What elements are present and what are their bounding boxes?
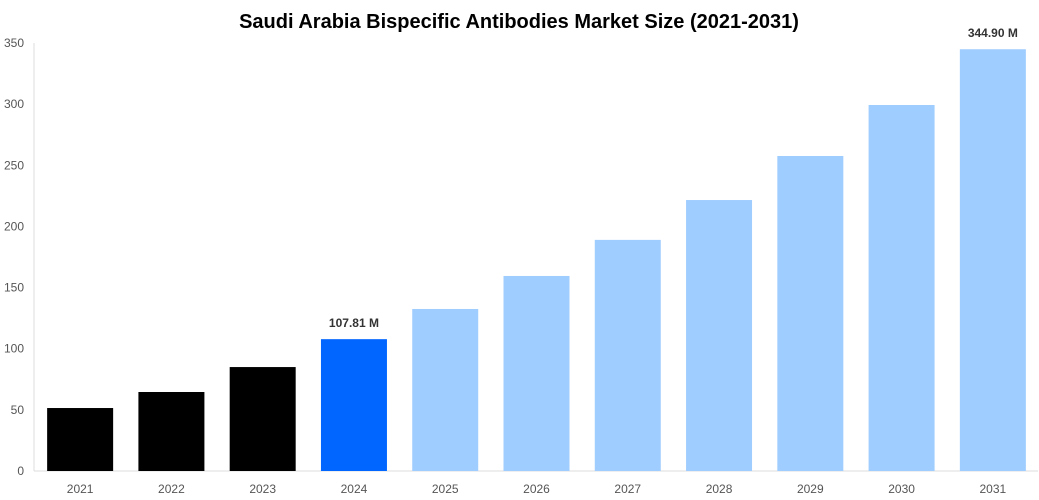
x-tick-label: 2022 bbox=[158, 482, 185, 496]
x-tick-label: 2031 bbox=[980, 482, 1007, 496]
y-tick-label: 150 bbox=[4, 281, 24, 295]
bar-2026 bbox=[503, 275, 570, 471]
y-tick-label: 0 bbox=[17, 464, 24, 478]
y-tick-label: 250 bbox=[4, 158, 24, 172]
bar-2024 bbox=[320, 339, 387, 471]
x-tick-label: 2029 bbox=[797, 482, 824, 496]
data-label: 107.81 M bbox=[329, 316, 379, 330]
bars: 107.81 M 344.90 M bbox=[47, 26, 1026, 472]
bar-2023 bbox=[229, 367, 296, 471]
bar-2021 bbox=[47, 408, 114, 471]
x-tick-label: 2027 bbox=[614, 482, 641, 496]
x-tick-label: 2028 bbox=[706, 482, 733, 496]
bar-2031 bbox=[959, 49, 1026, 471]
bar-2029 bbox=[777, 155, 844, 471]
data-label: 344.90 M bbox=[968, 26, 1018, 40]
x-tick-label: 2023 bbox=[249, 482, 276, 496]
x-tick-label: 2021 bbox=[67, 482, 94, 496]
x-tick-label: 2024 bbox=[341, 482, 368, 496]
y-tick-label: 100 bbox=[4, 342, 24, 356]
axes: 0 50 100 150 200 250 300 350 2021 2022 2023 2024 202… bbox=[4, 36, 1038, 496]
y-tick-label: 50 bbox=[11, 403, 25, 417]
x-tick-label: 2025 bbox=[432, 482, 459, 496]
x-tick-label: 2026 bbox=[523, 482, 550, 496]
y-tick-label: 300 bbox=[4, 97, 24, 111]
bar-2025 bbox=[412, 308, 479, 471]
bar-2028 bbox=[686, 200, 753, 471]
bar-2030 bbox=[868, 104, 935, 472]
x-tick-label: 2030 bbox=[888, 482, 915, 496]
bar-2022 bbox=[138, 392, 205, 471]
y-tick-label: 200 bbox=[4, 219, 24, 233]
y-tick-label: 350 bbox=[4, 36, 24, 50]
chart-title: Saudi Arabia Bispecific Antibodies Marke… bbox=[239, 11, 799, 33]
bar-2027 bbox=[594, 239, 661, 471]
